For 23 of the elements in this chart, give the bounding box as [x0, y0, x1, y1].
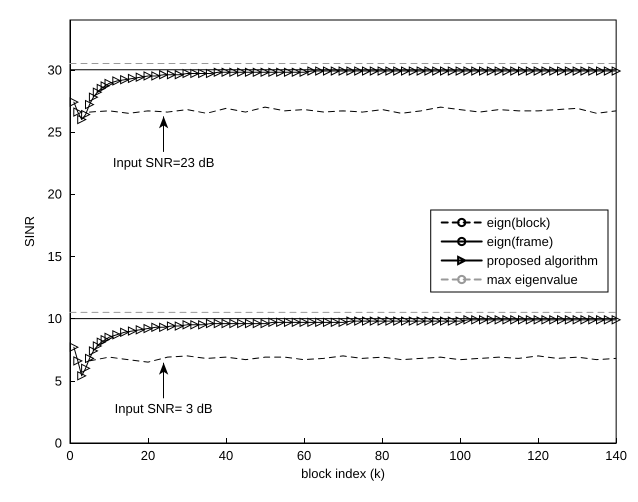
- legend-label: eign(block): [486, 215, 550, 230]
- y-tick-label: 10: [48, 311, 62, 326]
- y-tick-label: 0: [54, 436, 62, 450]
- y-tick-label: 5: [54, 373, 62, 388]
- x-tick-label: 140: [605, 448, 628, 463]
- legend-label: eign(frame): [486, 234, 554, 249]
- annotation: Input SNR= 3 dB: [114, 401, 213, 416]
- y-axis-title: SINR: [22, 216, 37, 248]
- legend-label: proposed algorithm: [486, 253, 598, 268]
- y-tick-label: 30: [48, 62, 62, 78]
- x-tick-label: 100: [449, 448, 471, 463]
- annotation: Input SNR=23 dB: [112, 154, 214, 170]
- x-tick-label: 0: [66, 448, 74, 463]
- y-tick-label: 25: [48, 124, 62, 140]
- x-axis-title: block index (k): [301, 466, 385, 481]
- x-tick-label: 80: [374, 448, 390, 463]
- legend-label: max eigenvalue: [486, 272, 578, 287]
- x-tick-label: 20: [140, 448, 156, 463]
- y-tick-label: 15: [48, 248, 62, 264]
- x-tick-label: 40: [218, 448, 234, 463]
- y-tick-label: 20: [48, 186, 62, 202]
- x-tick-label: 120: [527, 448, 549, 463]
- x-tick-label: 60: [296, 448, 312, 463]
